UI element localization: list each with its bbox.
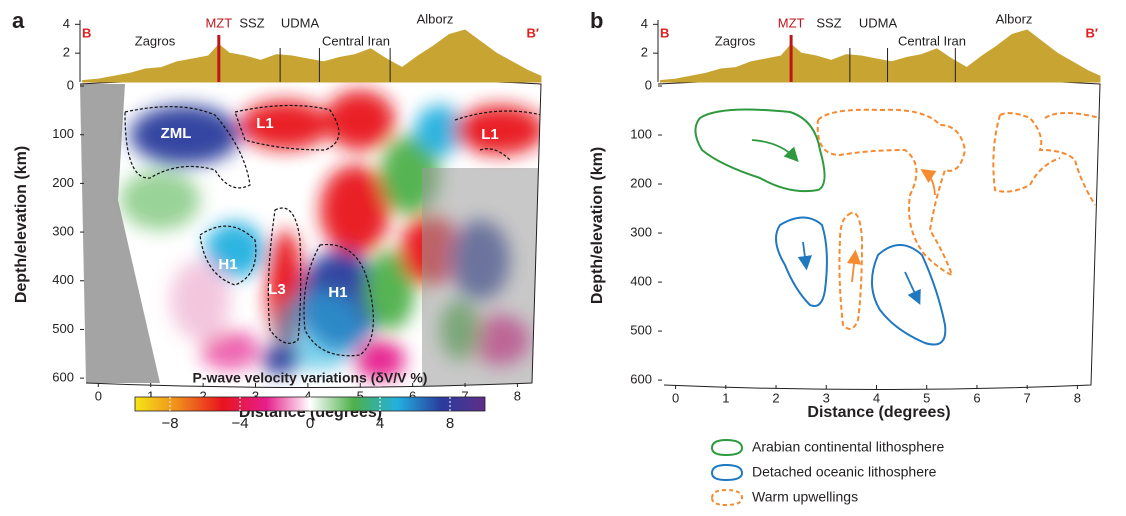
flow-arrow bbox=[797, 241, 812, 271]
colorbar-tick-label: 0 bbox=[306, 415, 314, 432]
panel-label: a bbox=[12, 8, 25, 33]
x-tick-label: 7 bbox=[1024, 390, 1031, 405]
x-tick-label: 5 bbox=[357, 388, 364, 403]
province-label: SSZ bbox=[816, 15, 841, 30]
y-tick-label: 100 bbox=[630, 126, 652, 141]
province-label: Zagros bbox=[135, 33, 176, 48]
elevation-tick-label: 4 bbox=[63, 16, 70, 31]
suture-label: MZT bbox=[778, 15, 805, 30]
profile-end: B bbox=[82, 25, 91, 40]
anomaly-label: L1 bbox=[481, 126, 499, 143]
colorbar bbox=[134, 396, 486, 412]
province-label: Alborz bbox=[417, 11, 454, 26]
x-tick-label: 3 bbox=[823, 390, 830, 405]
profile-end: B′ bbox=[1085, 25, 1098, 40]
province-label: Alborz bbox=[996, 11, 1033, 26]
interpretation-outline bbox=[816, 108, 967, 277]
colorbar-tick-label: 8 bbox=[446, 415, 454, 432]
x-axis-label: Distance (degrees) bbox=[807, 404, 950, 421]
flow-arrow bbox=[751, 139, 799, 162]
y-tick-label: 0 bbox=[67, 77, 74, 92]
interpretation-outline bbox=[694, 108, 826, 193]
x-tick-label: 1 bbox=[147, 388, 154, 403]
legend-label: Warm upwellings bbox=[752, 489, 858, 505]
x-tick-label: 3 bbox=[252, 388, 259, 403]
province-label: UDMA bbox=[281, 15, 320, 30]
elevation-tick-label: 4 bbox=[641, 16, 648, 31]
y-tick-label: 200 bbox=[630, 175, 652, 190]
x-tick-label: 7 bbox=[461, 388, 468, 403]
x-tick-label: 8 bbox=[514, 388, 521, 403]
interpretation-outline bbox=[992, 112, 1101, 206]
panel-label: b bbox=[590, 8, 603, 33]
province-label: SSZ bbox=[239, 15, 264, 30]
flow-arrow bbox=[846, 249, 862, 283]
suture-label: MZT bbox=[205, 15, 232, 30]
anomaly-label: H1 bbox=[218, 256, 237, 273]
y-tick-label: 0 bbox=[645, 77, 652, 92]
colorbar-title: P-wave velocity variations (δV/V %) bbox=[193, 370, 428, 386]
x-tick-label: 4 bbox=[873, 390, 880, 405]
interpretation-outline bbox=[871, 244, 947, 346]
province-label: Zagros bbox=[715, 33, 756, 48]
x-tick-label: 8 bbox=[1074, 390, 1081, 405]
legend-label: Arabian continental lithosphere bbox=[752, 439, 944, 455]
y-tick-label: 100 bbox=[52, 126, 74, 141]
y-tick-label: 600 bbox=[52, 370, 74, 385]
y-axis-label: Depth/elevation (km) bbox=[589, 147, 606, 304]
x-tick-label: 6 bbox=[409, 388, 416, 403]
y-tick-label: 500 bbox=[630, 323, 652, 338]
colorbar-tick-label: −8 bbox=[161, 415, 178, 432]
topography bbox=[82, 29, 542, 83]
x-tick-label: 2 bbox=[772, 390, 779, 405]
x-tick-label: 1 bbox=[722, 390, 729, 405]
y-tick-label: 300 bbox=[52, 224, 74, 239]
legend-swatch bbox=[710, 463, 744, 482]
flow-arrow bbox=[920, 169, 937, 196]
anomaly-label: ZML bbox=[161, 125, 192, 142]
y-tick-label: 400 bbox=[52, 272, 74, 287]
x-tick-label: 2 bbox=[199, 388, 206, 403]
colorbar-tick-label: −4 bbox=[231, 415, 248, 432]
profile-end: B′ bbox=[526, 25, 539, 40]
profile-end: B bbox=[660, 25, 669, 40]
anomaly-label: L3 bbox=[268, 281, 286, 298]
interpretation-outline bbox=[838, 211, 864, 330]
x-tick-label: 0 bbox=[672, 390, 679, 405]
colorbar-tick-label: 4 bbox=[376, 415, 384, 432]
province-label: Central Iran bbox=[322, 33, 390, 48]
y-tick-label: 200 bbox=[52, 175, 74, 190]
x-tick-label: 4 bbox=[304, 388, 311, 403]
x-tick-label: 0 bbox=[95, 388, 102, 403]
y-tick-label: 400 bbox=[630, 274, 652, 289]
topography bbox=[660, 29, 1101, 83]
x-tick-label: 5 bbox=[923, 390, 930, 405]
x-tick-label: 6 bbox=[973, 390, 980, 405]
province-label: UDMA bbox=[859, 15, 898, 30]
province-label: Central Iran bbox=[898, 33, 966, 48]
legend-swatch bbox=[710, 438, 744, 457]
y-tick-label: 500 bbox=[52, 321, 74, 336]
flow-arrow bbox=[904, 271, 921, 305]
interpretation-outline bbox=[775, 216, 828, 307]
velocity-image bbox=[80, 84, 541, 388]
plot-frame bbox=[657, 77, 1101, 390]
anomaly-label: L1 bbox=[256, 115, 274, 132]
y-tick-label: 300 bbox=[630, 224, 652, 239]
anomaly-label: H1 bbox=[328, 284, 347, 301]
y-axis-label: Depth/elevation (km) bbox=[13, 146, 30, 303]
legend-label: Detached oceanic lithosphere bbox=[752, 464, 937, 480]
legend-swatch bbox=[710, 488, 744, 507]
elevation-tick-label: 2 bbox=[63, 45, 70, 60]
y-tick-label: 600 bbox=[630, 372, 652, 387]
elevation-tick-label: 2 bbox=[641, 45, 648, 60]
